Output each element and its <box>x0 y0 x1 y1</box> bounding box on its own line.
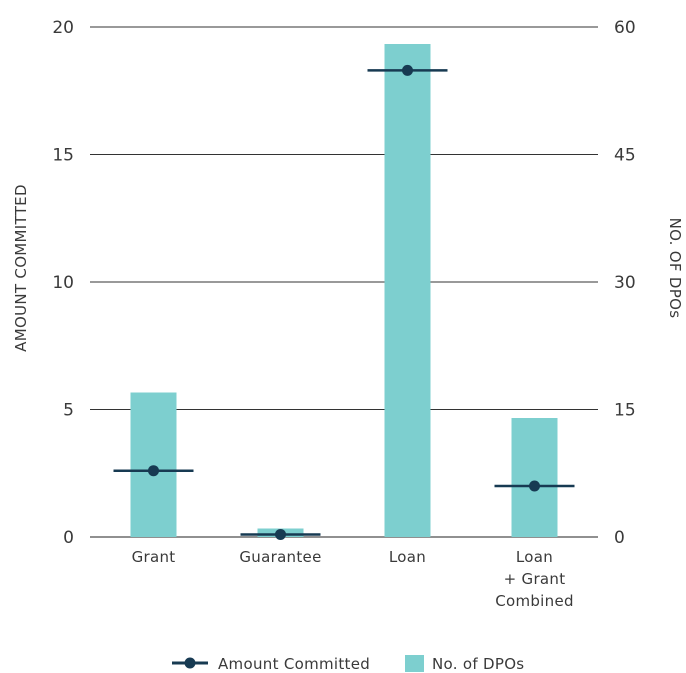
category-label: Loan <box>516 548 553 566</box>
marker-dot <box>529 480 540 492</box>
right-axis-title: NO. OF DPOs <box>666 218 684 319</box>
right-tick-label: 15 <box>614 401 636 421</box>
category-label: Loan <box>389 548 426 566</box>
bar <box>511 418 558 537</box>
bar <box>130 392 177 537</box>
bar-series <box>130 44 558 537</box>
left-axis-title: AMOUNT COMMITTED <box>12 184 30 352</box>
category-label: Combined <box>495 592 574 610</box>
left-tick-label: 10 <box>52 273 74 293</box>
marker-series <box>113 64 575 540</box>
marker-dot <box>275 528 286 540</box>
bar <box>384 44 431 537</box>
right-axis-ticks: 0 15 30 45 60 <box>614 18 636 548</box>
left-axis-ticks: 0 5 10 15 20 <box>52 18 74 548</box>
legend-item-no-of-dpos: No. of DPOs <box>405 655 524 673</box>
right-tick-label: 30 <box>614 273 636 293</box>
category-labels: Grant Guarantee Loan Loan + Grant Combined <box>132 548 574 610</box>
legend: Amount Committed No. of DPOs <box>172 655 524 673</box>
legend-item-amount-committed: Amount Committed <box>172 655 370 673</box>
left-tick-label: 0 <box>63 528 74 548</box>
left-tick-label: 20 <box>52 18 74 38</box>
legend-label-amount-committed: Amount Committed <box>218 655 370 673</box>
right-tick-label: 60 <box>614 18 636 38</box>
left-tick-label: 15 <box>52 146 74 166</box>
marker-dot <box>402 64 413 76</box>
category-label: Grant <box>132 548 176 566</box>
marker-dot <box>148 465 159 477</box>
category-label: + Grant <box>504 570 566 588</box>
category-label: Guarantee <box>239 548 321 566</box>
right-tick-label: 45 <box>614 146 636 166</box>
right-tick-label: 0 <box>614 528 625 548</box>
left-tick-label: 5 <box>63 401 74 421</box>
legend-label-no-of-dpos: No. of DPOs <box>432 655 524 673</box>
legend-marker-swatch <box>184 657 196 669</box>
legend-bar-swatch <box>405 655 424 672</box>
